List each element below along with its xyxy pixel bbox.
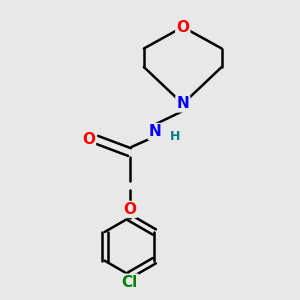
Text: Cl: Cl xyxy=(122,275,138,290)
Text: O: O xyxy=(82,132,95,147)
Text: O: O xyxy=(176,20,189,34)
Text: N: N xyxy=(176,96,189,111)
Text: O: O xyxy=(123,202,136,217)
Text: H: H xyxy=(169,130,180,143)
Text: N: N xyxy=(149,124,161,139)
